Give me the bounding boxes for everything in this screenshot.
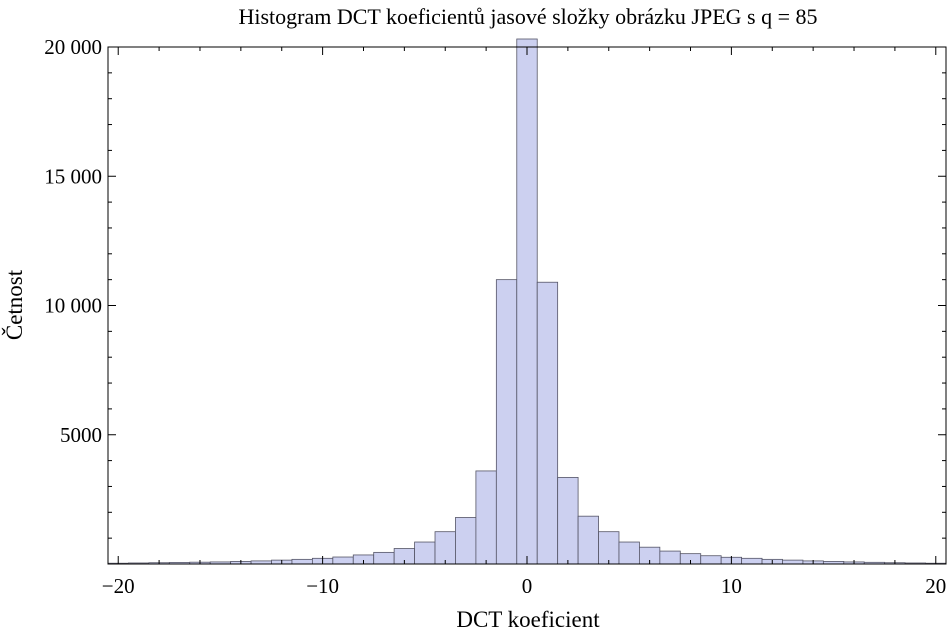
bar: [618, 541, 640, 565]
bar: [782, 559, 804, 565]
x-tick-label: 10: [721, 574, 742, 598]
bar: [516, 38, 538, 565]
chart-title: Histogram DCT koeficientů jasové složky …: [238, 4, 817, 29]
bar: [741, 557, 763, 565]
bar: [455, 517, 477, 565]
x-tick-label: −20: [102, 574, 135, 598]
bar: [700, 555, 722, 565]
bar: [536, 281, 559, 565]
bar: [434, 531, 456, 565]
bar: [495, 279, 518, 565]
x-axis-label: DCT koeficient: [456, 607, 600, 632]
bar: [659, 550, 681, 565]
y-axis-label: Četnost: [1, 269, 27, 340]
bar: [577, 515, 599, 565]
bar: [414, 541, 436, 565]
bars-group: [107, 38, 947, 565]
y-tick-label: 15 000: [44, 164, 102, 188]
x-tick-label: 20: [925, 574, 946, 598]
x-tick-label: −10: [306, 574, 339, 598]
y-tick-label: 20 000: [44, 35, 102, 59]
bar: [475, 470, 497, 565]
bar: [598, 531, 620, 565]
y-tick-label: 10 000: [44, 294, 102, 318]
x-tick-label: 0: [522, 574, 533, 598]
y-tick-label: 5000: [60, 423, 102, 447]
bar: [557, 476, 579, 565]
bar: [291, 558, 313, 565]
x-axis: −20 −10 0 10 20: [102, 47, 946, 598]
bar: [373, 551, 395, 565]
bar: [332, 556, 354, 565]
y-axis: 5000 10 000 15 000 20 000: [44, 35, 946, 565]
